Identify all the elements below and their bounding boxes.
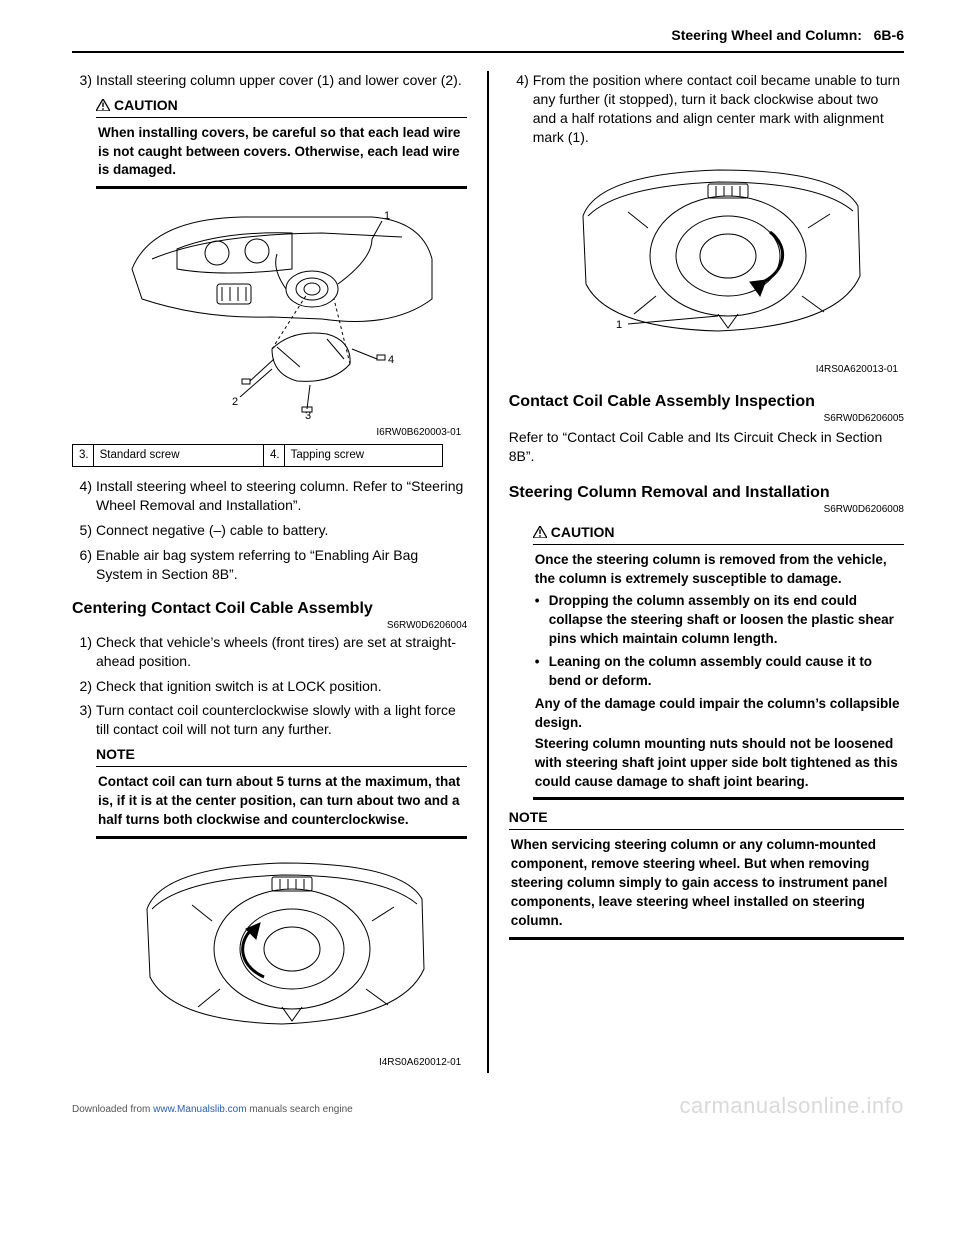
step-3: 3) Install steering column upper cover (… <box>72 71 467 90</box>
note-block-2: NOTE When servicing steering column or a… <box>509 808 904 939</box>
figure-1-svg: 1 2 3 4 <box>122 199 442 419</box>
center-step-3: 3) Turn contact coil counterclockwise sl… <box>72 701 467 739</box>
rule <box>96 766 467 767</box>
legend-table: 3. Standard screw 4. Tapping screw <box>72 444 443 468</box>
step-5: 5) Connect negative (–) cable to battery… <box>72 521 467 540</box>
figure-id: I4RS0A620013-01 <box>533 363 904 377</box>
caution-bullet-2: Leaning on the column assembly could cau… <box>549 653 902 691</box>
warning-icon <box>96 97 110 109</box>
legend-text: Tapping screw <box>284 444 443 467</box>
note-body: Contact coil can turn about 5 turns at t… <box>96 773 467 830</box>
doc-id: S6RW0D6206004 <box>72 619 467 633</box>
step-num: 4) <box>509 71 533 147</box>
step-num: 5) <box>72 521 96 540</box>
note-body: When servicing steering column or any co… <box>509 836 904 930</box>
step-num: 4) <box>72 477 96 515</box>
figure-3-svg: 1 <box>558 156 878 356</box>
heading-inspection: Contact Coil Cable Assembly Inspection <box>509 391 904 413</box>
page-header: Steering Wheel and Column: 6B-6 <box>72 26 904 51</box>
step-num: 3) <box>72 71 96 90</box>
figure-id: I6RW0B620003-01 <box>96 426 467 440</box>
caution-block-1: CAUTION When installing covers, be caref… <box>96 96 467 190</box>
heading-removal: Steering Column Removal and Installation <box>509 482 904 504</box>
caution-label: CAUTION <box>533 523 904 542</box>
legend-num: 4. <box>263 444 284 467</box>
table-row: 3. Standard screw 4. Tapping screw <box>73 444 443 467</box>
caution-title: CAUTION <box>551 524 615 540</box>
step-6: 6) Enable air bag system referring to “E… <box>72 546 467 584</box>
caution-after-2: Steering column mounting nuts should not… <box>535 735 902 792</box>
footer-suffix: manuals search engine <box>247 1104 353 1115</box>
step-text: Connect negative (–) cable to battery. <box>96 521 467 540</box>
caution-intro: Once the steering column is removed from… <box>535 551 902 589</box>
column-divider <box>487 71 489 1073</box>
page-number: 6B-6 <box>874 27 904 43</box>
left-column: 3) Install steering column upper cover (… <box>72 71 467 1073</box>
rule <box>96 186 467 189</box>
inspection-text: Refer to “Contact Coil Cable and Its Cir… <box>509 428 904 466</box>
caution-after-1: Any of the damage could impair the colum… <box>535 695 902 733</box>
callout-4: 4 <box>388 354 394 366</box>
step-text: From the position where contact coil bec… <box>533 71 904 147</box>
figure-id: I4RS0A620012-01 <box>96 1056 467 1070</box>
step-text: Check that ignition switch is at LOCK po… <box>96 677 467 696</box>
step-num: 1) <box>72 633 96 671</box>
heading-centering: Centering Contact Coil Cable Assembly <box>72 598 467 620</box>
note-label: NOTE <box>96 745 467 764</box>
two-columns: 3) Install steering column upper cover (… <box>72 71 904 1073</box>
caution-body: Once the steering column is removed from… <box>533 551 904 792</box>
figure-2-svg <box>122 849 442 1049</box>
callout-2: 2 <box>232 396 238 408</box>
legend-num: 3. <box>73 444 94 467</box>
step-text: Install steering column upper cover (1) … <box>96 71 467 90</box>
step-text: Enable air bag system referring to “Enab… <box>96 546 467 584</box>
figure-2: I4RS0A620012-01 <box>96 849 467 1069</box>
warning-icon <box>533 524 547 536</box>
step-text: Check that vehicle’s wheels (front tires… <box>96 633 467 671</box>
rule <box>509 829 904 830</box>
figure-1: 1 2 3 4 I6RW0B620003-01 <box>96 199 467 439</box>
caution-label: CAUTION <box>96 96 467 115</box>
right-column: 4) From the position where contact coil … <box>509 71 904 1073</box>
caution-body: When installing covers, be careful so th… <box>96 124 467 181</box>
note-label: NOTE <box>509 808 904 827</box>
footer-link[interactable]: www.Manualslib.com <box>153 1104 246 1115</box>
step-text: Install steering wheel to steering colum… <box>96 477 467 515</box>
figure-3: 1 I4RS0A620013-01 <box>533 156 904 376</box>
legend-text: Standard screw <box>93 444 263 467</box>
rule <box>533 544 904 545</box>
footer-prefix: Downloaded from <box>72 1104 153 1115</box>
section-title: Steering Wheel and Column: <box>671 27 862 43</box>
doc-id: S6RW0D6206005 <box>509 412 904 426</box>
step-text: Turn contact coil counterclockwise slowl… <box>96 701 467 739</box>
rule <box>509 937 904 940</box>
page: Steering Wheel and Column: 6B-6 3) Insta… <box>0 0 960 1129</box>
doc-id: S6RW0D6206008 <box>509 503 904 517</box>
callout-3: 3 <box>305 410 311 419</box>
rule <box>533 797 904 800</box>
step-num: 2) <box>72 677 96 696</box>
center-step-2: 2) Check that ignition switch is at LOCK… <box>72 677 467 696</box>
caution-bullet-1: Dropping the column assembly on its end … <box>549 592 902 649</box>
rule <box>96 836 467 839</box>
page-footer: Downloaded from www.Manualslib.com manua… <box>72 1103 904 1117</box>
step-num: 3) <box>72 701 96 739</box>
callout-1: 1 <box>384 210 390 222</box>
header-rule <box>72 51 904 53</box>
center-step-1: 1) Check that vehicle’s wheels (front ti… <box>72 633 467 671</box>
watermark: carmanualsonline.info <box>679 1091 904 1121</box>
note-block-1: NOTE Contact coil can turn about 5 turns… <box>96 745 467 839</box>
rule <box>96 117 467 118</box>
caution-block-2: CAUTION Once the steering column is remo… <box>533 523 904 801</box>
step-num: 6) <box>72 546 96 584</box>
caution-title: CAUTION <box>114 97 178 113</box>
callout-1: 1 <box>616 319 622 331</box>
right-step-4: 4) From the position where contact coil … <box>509 71 904 147</box>
step-4: 4) Install steering wheel to steering co… <box>72 477 467 515</box>
